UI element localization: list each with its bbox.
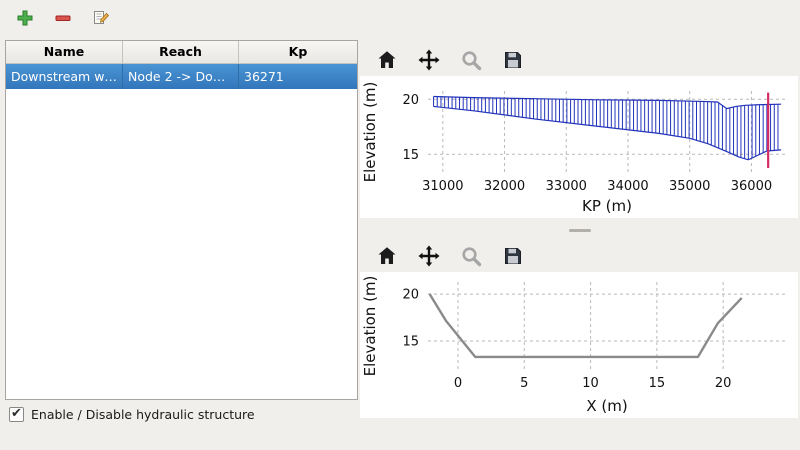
home-button[interactable] [372,45,402,75]
svg-text:15: 15 [402,148,419,163]
svg-text:0: 0 [454,376,462,391]
svg-text:5: 5 [520,376,528,391]
longitudinal-profile-panel: 31000 32000 33000 34000 35000 36000 15 20 KP (m)… [360,38,800,224]
panel-splitter[interactable] [360,227,800,233]
svg-text:34000: 34000 [607,179,648,194]
chart-series [428,293,743,359]
svg-text:35000: 35000 [669,179,710,194]
cell-reach: Node 2 -> Down... [123,64,239,89]
edit-structure-button[interactable] [88,5,114,31]
home-button[interactable] [372,241,402,271]
zoom-button[interactable] [456,45,486,75]
check-icon: ✔ [11,406,22,421]
minus-icon [55,15,71,21]
home-icon [378,246,396,264]
svg-text:Elevation (m): Elevation (m) [361,276,379,377]
svg-text:20: 20 [715,376,732,391]
save-icon [505,247,521,264]
add-structure-button[interactable] [12,5,38,31]
longitudinal-profile-chart[interactable]: 31000 32000 33000 34000 35000 36000 15 20 KP (m)… [360,76,798,218]
cell-name: Downstream weir [6,64,123,89]
zoom-button[interactable] [456,241,486,271]
svg-text:20: 20 [402,93,419,108]
plus-icon [17,10,33,26]
cross-section-panel: 0 5 10 15 20 15 20 X (m) Elevation (m) [360,234,800,430]
svg-text:32000: 32000 [484,179,525,194]
table-header: Name Reach Kp [6,41,357,64]
splitter-grip [569,228,591,232]
svg-text:20: 20 [402,288,419,303]
cell-kp: 36271 [244,69,284,84]
chart-axes: 0 5 10 15 20 15 20 X (m) Elevation (m) [361,276,786,415]
checkbox-label: Enable / Disable hydraulic structure [31,407,255,422]
save-button[interactable] [498,241,528,271]
column-header-reach[interactable]: Reach [123,41,239,63]
svg-text:Elevation (m): Elevation (m) [361,82,379,183]
chart-series [433,92,782,169]
table-row-downstream-weir[interactable]: Downstream weir Node 2 -> Down... 36271 [6,64,357,89]
svg-text:10: 10 [582,376,599,391]
home-icon [378,50,396,68]
save-icon [505,51,521,68]
svg-text:15: 15 [402,334,419,349]
enable-structure-checkbox[interactable]: ✔ Enable / Disable hydraulic structure [9,406,255,422]
pan-button[interactable] [414,241,444,271]
svg-text:X (m): X (m) [586,397,627,415]
column-header-kp[interactable]: Kp [288,44,308,59]
chart-axes: 31000 32000 33000 34000 35000 36000 15 20 KP (m)… [361,82,786,215]
pan-button[interactable] [414,45,444,75]
column-header-name[interactable]: Name [6,41,123,63]
remove-structure-button[interactable] [50,5,76,31]
checkbox-box[interactable]: ✔ [9,406,24,422]
svg-text:36000: 36000 [731,179,772,194]
save-button[interactable] [498,45,528,75]
pan-icon [418,245,440,266]
chart-toolbar-bottom [360,234,800,272]
structures-table: Name Reach Kp Downstream weir Node 2 -> … [5,40,358,400]
svg-text:15: 15 [649,376,666,391]
chart-toolbar-top [360,38,800,76]
main-toolbar [0,0,800,36]
zoom-icon [462,246,482,266]
svg-text:33000: 33000 [546,179,587,194]
edit-icon [94,11,110,24]
svg-text:31000: 31000 [422,179,463,194]
pan-icon [418,49,440,70]
cross-section-chart[interactable]: 0 5 10 15 20 15 20 X (m) Elevation (m) [360,272,798,418]
svg-text:KP (m): KP (m) [582,197,632,215]
zoom-icon [462,50,482,70]
